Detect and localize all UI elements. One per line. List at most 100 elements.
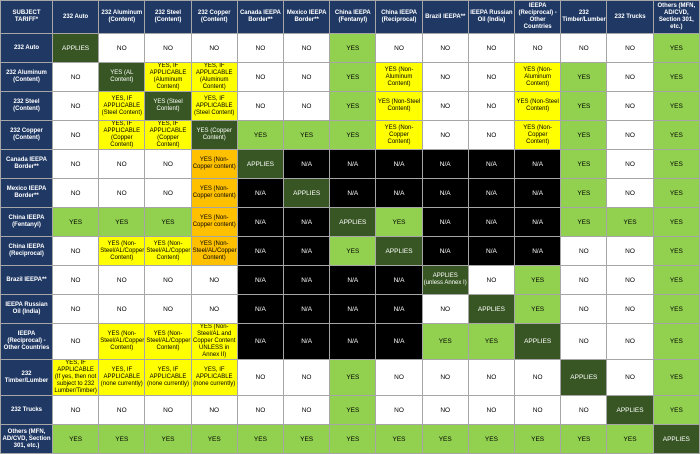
table-row: 232 Trucks NO NO NO NO NO NO YES NO NO NO NO NO APPLI… (0, 395, 700, 425)
table-row: 232 Aluminum (Content) NO YES (AL Content)… (0, 62, 700, 92)
cell: NO (236, 91, 285, 121)
row-header: 232 Copper (Content) (0, 120, 53, 150)
row-header: Mexico IEEPA Border** (0, 178, 53, 208)
cell: NO (236, 33, 285, 63)
cell: YES, IF APPLICABLE (none currently) (190, 359, 238, 396)
column-header: 232 Steel (Content) (144, 0, 192, 34)
cell: YES, IF APPLICABLE (Aluminum Content) (190, 62, 238, 92)
cell: APPLIES (283, 178, 331, 208)
cell: N/A (329, 178, 377, 208)
cell: NO (190, 33, 238, 63)
cell: NO (606, 294, 654, 324)
cell: N/A (236, 178, 285, 208)
cell: N/A (236, 207, 285, 237)
cell: APPLIES (514, 323, 562, 360)
row-header: Brazil IEEPA** (0, 265, 53, 295)
cell: NO (375, 395, 423, 425)
cell: NO (375, 33, 423, 63)
cell: YES (652, 120, 700, 150)
cell: APPLIES (467, 294, 516, 324)
cell: NO (98, 395, 146, 425)
cell: N/A (375, 265, 423, 295)
cell: NO (421, 33, 469, 63)
cell: NO (560, 33, 608, 63)
cell: NO (467, 33, 516, 63)
cell: YES, IF APPLICABLE (Copper Content) (144, 120, 192, 150)
cell: YES (283, 120, 331, 150)
cell: YES (560, 91, 608, 121)
cell: NO (375, 359, 423, 396)
cell: NO (190, 294, 238, 324)
cell: N/A (236, 265, 285, 295)
cell: N/A (375, 149, 423, 179)
cell: NO (190, 265, 238, 295)
cell: YES (Non-Copper content) (190, 178, 238, 208)
cell: NO (606, 120, 654, 150)
column-header: 232 Timber/Lumber (560, 0, 608, 34)
cell: YES (560, 178, 608, 208)
table-row: 232 Copper (Content) NO YES, IF APPLICABLE… (0, 120, 700, 150)
cell: NO (560, 236, 608, 266)
cell: YES (Non-Steel Content) (514, 91, 562, 121)
cell: YES (652, 294, 700, 324)
cell: YES (51, 207, 100, 237)
cell: N/A (514, 149, 562, 179)
cell: N/A (329, 149, 377, 179)
header-row: SUBJECT TARIFF* 232 Auto 232 Aluminum (Co… (0, 0, 700, 34)
row-header: 232 Auto (0, 33, 53, 63)
table-row: Mexico IEEPA Border** NO NO NO YES (Non-Copp… (0, 178, 700, 208)
cell: APPLIES (51, 33, 100, 63)
cell: N/A (467, 236, 516, 266)
cell: NO (144, 294, 192, 324)
cell: NO (236, 395, 285, 425)
cell: NO (51, 91, 100, 121)
cell: NO (283, 395, 331, 425)
cell: YES, IF APPLICABLE (none currently) (98, 359, 146, 396)
cell: NO (51, 265, 100, 295)
cell: APPLIES (236, 149, 285, 179)
cell: YES (Non-Aluminum Content) (375, 62, 423, 92)
row-header: 232 Trucks (0, 395, 53, 425)
cell: N/A (329, 265, 377, 295)
cell: YES (329, 91, 377, 121)
cell: YES (375, 424, 423, 454)
row-header: Canada IEEPA Border** (0, 149, 53, 179)
cell: NO (467, 91, 516, 121)
cell: YES (652, 265, 700, 295)
cell: NO (560, 294, 608, 324)
cell: YES (514, 424, 562, 454)
cell: NO (421, 395, 469, 425)
cell: NO (514, 33, 562, 63)
cell: NO (421, 62, 469, 92)
cell: NO (51, 395, 100, 425)
row-header: China IEEPA (Reciprocal) (0, 236, 53, 266)
cell: NO (606, 236, 654, 266)
cell: YES (560, 62, 608, 92)
cell: YES (652, 323, 700, 360)
cell: YES (283, 424, 331, 454)
cell: N/A (283, 207, 331, 237)
cell: YES, IF APPLICABLE (If yes, then not sub… (51, 359, 100, 396)
cell: N/A (329, 294, 377, 324)
cell: APPLIES (560, 359, 608, 396)
cell: YES (144, 424, 192, 454)
table-row: IEEPA (Reciprocal) - Other Countries NO YE… (0, 323, 700, 360)
cell: NO (514, 395, 562, 425)
row-header: China IEEPA (Fentanyl) (0, 207, 53, 237)
cell: N/A (329, 323, 377, 360)
cell: YES, IF APPLICABLE (Steel Content) (190, 91, 238, 121)
cell: YES (329, 424, 377, 454)
cell: YES (329, 62, 377, 92)
cell: NO (51, 120, 100, 150)
cell: YES, IF APPLICABLE (none currently) (144, 359, 192, 396)
column-header: 232 Copper (Content) (190, 0, 238, 34)
table-row: China IEEPA (Fentanyl) YES YES YES YES (Non-… (0, 207, 700, 237)
cell: NO (467, 62, 516, 92)
cell: YES (Non-Copper Content) (375, 120, 423, 150)
cell: N/A (421, 236, 469, 266)
cell: YES (Non-Steel/AL and Copper Content UNL… (190, 323, 238, 360)
cell: NO (283, 359, 331, 396)
cell: YES (652, 207, 700, 237)
cell: NO (98, 149, 146, 179)
cell: N/A (375, 323, 423, 360)
